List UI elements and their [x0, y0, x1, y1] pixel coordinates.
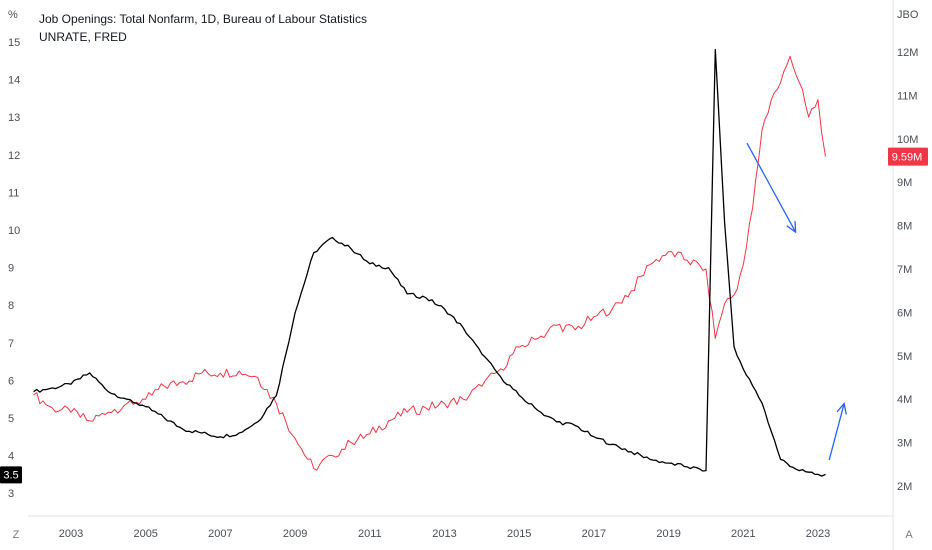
trend-arrow-line[interactable] [828, 403, 845, 461]
annotation-layer[interactable] [746, 142, 847, 461]
badge-text: 3.5 [3, 469, 18, 481]
right-axis-tick-label: 6M [897, 307, 912, 319]
trend-arrow-line[interactable] [746, 142, 797, 233]
x-axis-tick-label: 2017 [582, 528, 606, 540]
left-axis-tick-label: 4 [8, 451, 14, 463]
left-axis-unit: % [8, 9, 18, 21]
x-axis-tick-label: 2005 [133, 528, 157, 540]
left-axis-tick-label: 14 [8, 75, 20, 87]
legend-series-unrate[interactable]: UNRATE, FRED [39, 30, 127, 44]
left-axis-tick-label: 15 [8, 37, 20, 49]
x-axis-tick-label: 2013 [432, 528, 456, 540]
left-axis-tick-label: 11 [8, 187, 19, 199]
series-line-unrate [33, 48, 826, 477]
last-value-labels: 9.59M 3.5 [0, 147, 928, 484]
x-axis[interactable]: 2003 2005 2007 2009 2011 2013 2015 2017 2019 2021… [59, 528, 830, 540]
trend-arrow-head [786, 221, 797, 234]
right-axis-tick-label: 10M [897, 134, 918, 146]
series-line-job-openings [33, 55, 826, 471]
left-axis-tick-label: 8 [8, 300, 14, 312]
badge-background [0, 466, 22, 484]
legend[interactable]: Job Openings: Total Nonfarm, 1D, Bureau … [39, 10, 367, 46]
series-layer [33, 48, 826, 477]
trend-arrow-head [836, 402, 847, 415]
left-axis-tick-label: 6 [8, 375, 14, 387]
right-axis-tick-label: 9M [897, 177, 912, 189]
right-axis-tick-label: 11M [897, 90, 918, 102]
right-axis-tick-label: 4M [897, 394, 912, 406]
auto-scale-left-button[interactable]: Z [12, 529, 20, 541]
right-axis-tick-label: 5M [897, 351, 912, 363]
right-axis-unit: JBO [897, 9, 919, 21]
last-value-badge-unrate: 3.5 [0, 466, 22, 484]
right-axis-tick-label: 3M [897, 438, 912, 450]
left-axis-tick-label: 3 [8, 488, 14, 500]
left-axis[interactable]: 15 14 13 12 11 10 9 8 7 6 5 4 3 [8, 37, 20, 500]
x-axis-tick-label: 2015 [507, 528, 531, 540]
x-axis-tick-label: 2003 [59, 528, 83, 540]
x-axis-tick-label: 2021 [731, 528, 755, 540]
left-axis-tick-label: 9 [8, 263, 14, 275]
left-axis-tick-label: 10 [8, 225, 20, 237]
auto-scale-right-button[interactable]: A [905, 529, 913, 541]
x-axis-tick-label: 2023 [806, 528, 830, 540]
right-axis[interactable]: 12M 11M 10M 9M 8M 7M 6M 5M 4M 3M 2M [897, 47, 918, 493]
left-axis-tick-label: 13 [8, 112, 20, 124]
legend-title[interactable]: Job Openings: Total Nonfarm, 1D, Bureau … [39, 12, 367, 26]
left-axis-tick-label: 5 [8, 413, 14, 425]
badge-text: 9.59M [892, 152, 923, 164]
right-axis-tick-label: 8M [897, 221, 912, 233]
x-axis-tick-label: 2009 [283, 528, 307, 540]
last-value-badge-job-openings: 9.59M [888, 147, 928, 166]
x-axis-tick-label: 2019 [656, 528, 680, 540]
x-axis-tick-label: 2007 [208, 528, 232, 540]
right-axis-tick-label: 2M [897, 481, 912, 493]
left-axis-tick-label: 7 [8, 338, 14, 350]
right-axis-tick-label: 7M [897, 264, 912, 276]
badge-background [888, 147, 928, 166]
right-axis-tick-label: 12M [897, 47, 918, 59]
x-axis-tick-label: 2011 [358, 528, 382, 540]
left-axis-tick-label: 12 [8, 150, 20, 162]
